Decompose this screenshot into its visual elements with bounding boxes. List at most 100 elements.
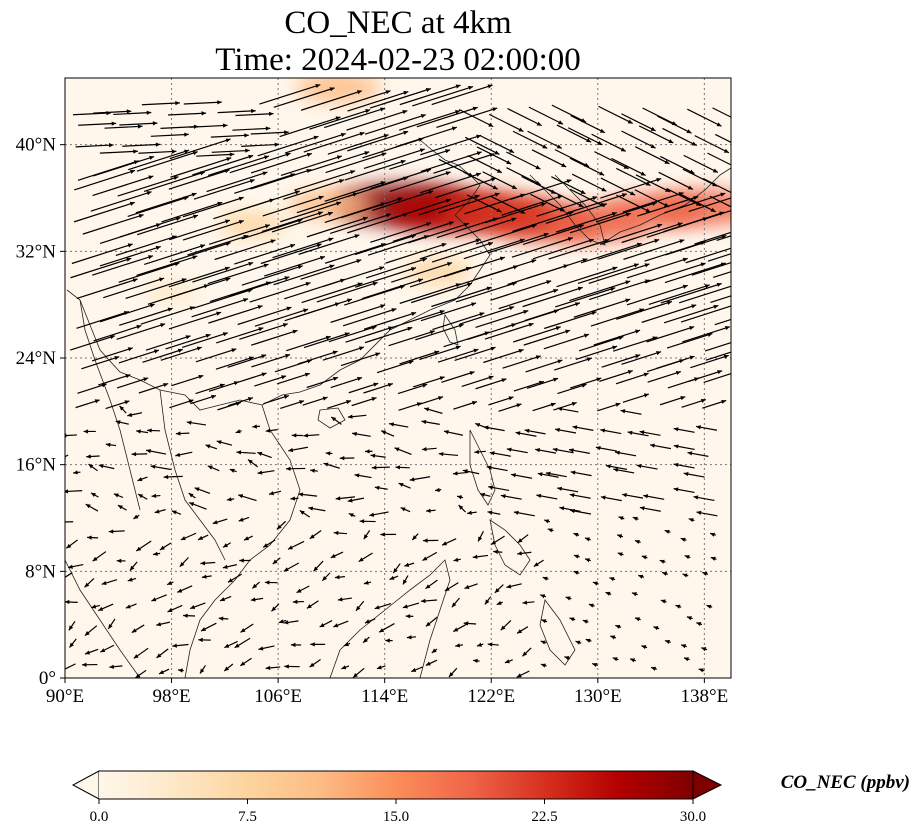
coastlines — [65, 139, 731, 678]
wind-arrow — [490, 195, 526, 215]
wind-arrow — [441, 538, 457, 546]
wind-arrow — [584, 558, 591, 563]
wind-arrow — [261, 211, 323, 233]
wind-arrow — [207, 155, 270, 177]
wind-arrow — [629, 658, 636, 663]
wind-arrow — [103, 277, 165, 299]
wind-arrow — [701, 647, 708, 652]
wind-arrow — [406, 635, 417, 640]
wind-arrow — [486, 465, 508, 472]
wind-arrow — [287, 540, 305, 550]
wind-arrow — [169, 277, 231, 299]
wind-arrow — [74, 169, 136, 191]
wind-arrow — [707, 253, 731, 262]
lat-tick-label: 0° — [39, 668, 56, 689]
wind-arrow — [474, 449, 486, 455]
wind-arrow — [160, 346, 202, 361]
wind-arrow — [460, 306, 515, 325]
wind-arrow — [657, 115, 692, 134]
wind-arrow — [371, 465, 390, 470]
wind-arrow — [283, 620, 299, 625]
wind-arrow — [380, 430, 395, 437]
wind-arrow — [135, 669, 147, 678]
wind-arrow — [334, 575, 345, 580]
wind-arrow — [65, 572, 73, 578]
wind-arrow — [418, 194, 480, 216]
wind-arrow — [540, 594, 547, 599]
wind-arrow — [86, 454, 100, 459]
wind-arrow — [488, 396, 514, 406]
wind-arrow — [363, 529, 371, 540]
wind-arrow — [186, 420, 206, 426]
wind-arrow — [200, 622, 217, 632]
wind-arrow — [638, 574, 645, 579]
wind-arrow — [118, 349, 160, 364]
wind-arrow — [374, 485, 388, 491]
wind-arrow — [615, 372, 649, 385]
wind-arrow — [598, 238, 660, 260]
wind-arrow — [183, 613, 196, 618]
wind-arrow — [136, 429, 149, 434]
wind-arrow — [313, 560, 324, 572]
wind-arrow — [702, 399, 727, 409]
wind-arrow — [402, 602, 420, 609]
wind-arrow — [588, 263, 650, 284]
wind-arrow — [647, 370, 682, 383]
wind-arrow — [179, 557, 189, 568]
wind-arrow — [572, 425, 594, 431]
wind-arrow — [714, 318, 731, 326]
wind-arrow — [557, 486, 579, 493]
wind-arrow — [618, 516, 625, 521]
wind-arrow — [524, 428, 546, 435]
wind-arrow — [364, 326, 413, 344]
wind-arrow — [239, 323, 288, 340]
wind-arrow — [105, 400, 130, 410]
wind-arrow — [664, 529, 671, 534]
wind-arrow — [91, 347, 133, 362]
wind-arrow — [400, 507, 411, 513]
wind-arrow — [673, 427, 695, 433]
wind-arrow — [247, 459, 259, 468]
wind-arrow — [156, 648, 169, 659]
wind-arrow — [502, 355, 541, 369]
coastline-myanmar-bay — [79, 299, 141, 511]
wind-arrow — [696, 510, 718, 517]
wind-arrow — [325, 152, 387, 174]
wind-arrow — [119, 121, 158, 126]
wind-arrow — [169, 399, 194, 409]
wind-arrow — [189, 502, 207, 510]
wind-arrow — [415, 323, 464, 341]
wind-arrow — [441, 371, 475, 383]
colorbar-extend-min — [71, 770, 100, 800]
wind-arrow — [524, 302, 581, 322]
wind-arrow — [567, 127, 603, 146]
wind-arrow — [464, 583, 478, 590]
wind-arrow — [119, 307, 173, 326]
wind-arrow — [522, 647, 532, 657]
wind-arrow — [634, 539, 641, 544]
wind-arrow — [337, 597, 352, 602]
wind-arrow — [639, 506, 661, 512]
wind-arrow — [116, 323, 166, 340]
wind-arrow — [146, 449, 167, 455]
wind-arrow — [419, 345, 461, 361]
co-plume-11 — [144, 279, 199, 304]
wind-arrow — [219, 595, 232, 602]
wind-arrow — [484, 322, 534, 340]
wind-arrow — [544, 311, 597, 330]
wind-arrow — [644, 262, 706, 284]
colorbar-gradient — [99, 771, 693, 799]
wind-arrow — [324, 181, 386, 202]
wind-arrow — [250, 597, 264, 602]
wind-arrow — [694, 135, 730, 154]
wind-arrow — [452, 471, 469, 476]
wind-arrow — [388, 330, 435, 347]
wind-arrow — [105, 442, 117, 447]
wind-arrow — [142, 348, 183, 363]
wind-arrow — [131, 452, 148, 457]
wind-arrow — [673, 462, 695, 469]
wind-arrow — [333, 620, 349, 628]
wind-arrow — [207, 263, 269, 285]
wind-arrow — [303, 332, 350, 349]
wind-arrow — [170, 157, 232, 178]
